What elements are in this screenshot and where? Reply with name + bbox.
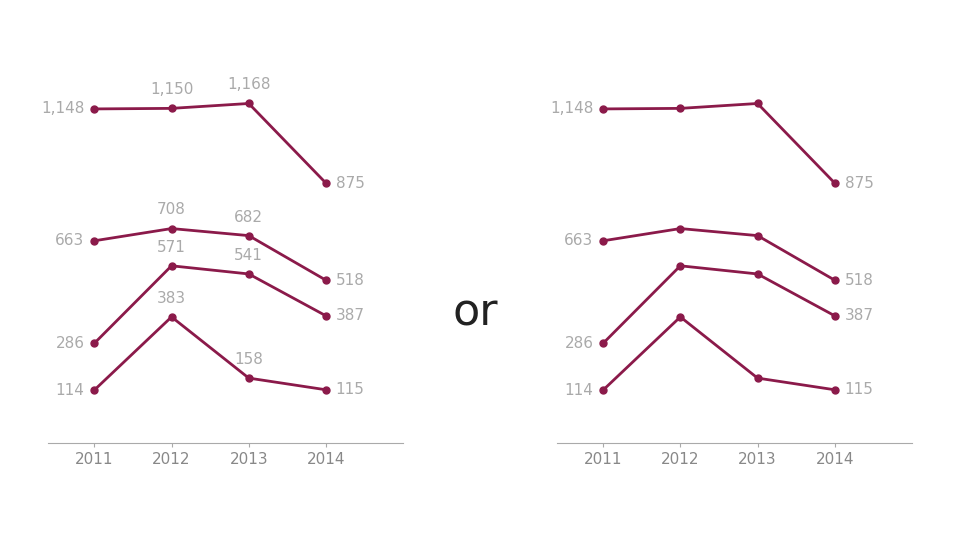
Text: 1,148: 1,148: [550, 102, 593, 117]
Text: 1,168: 1,168: [227, 77, 271, 92]
Text: 663: 663: [56, 233, 84, 248]
Text: 383: 383: [157, 291, 186, 306]
Text: 571: 571: [157, 240, 186, 255]
Text: 518: 518: [845, 273, 874, 288]
Text: 387: 387: [845, 308, 874, 323]
Text: 1,150: 1,150: [150, 82, 193, 97]
Text: 286: 286: [564, 336, 593, 351]
Text: 286: 286: [56, 336, 84, 351]
Text: 663: 663: [564, 233, 593, 248]
Text: 875: 875: [336, 176, 365, 191]
Text: 114: 114: [56, 382, 84, 397]
Text: 541: 541: [234, 248, 263, 263]
Text: 115: 115: [336, 382, 365, 397]
Text: 1,148: 1,148: [41, 102, 84, 117]
Text: 115: 115: [845, 382, 874, 397]
Text: 708: 708: [157, 202, 186, 218]
Text: 387: 387: [336, 308, 365, 323]
Text: 158: 158: [234, 352, 263, 367]
Text: 518: 518: [336, 273, 365, 288]
Text: 875: 875: [845, 176, 874, 191]
Text: or: or: [452, 292, 498, 335]
Text: 682: 682: [234, 210, 263, 225]
Text: 114: 114: [564, 382, 593, 397]
